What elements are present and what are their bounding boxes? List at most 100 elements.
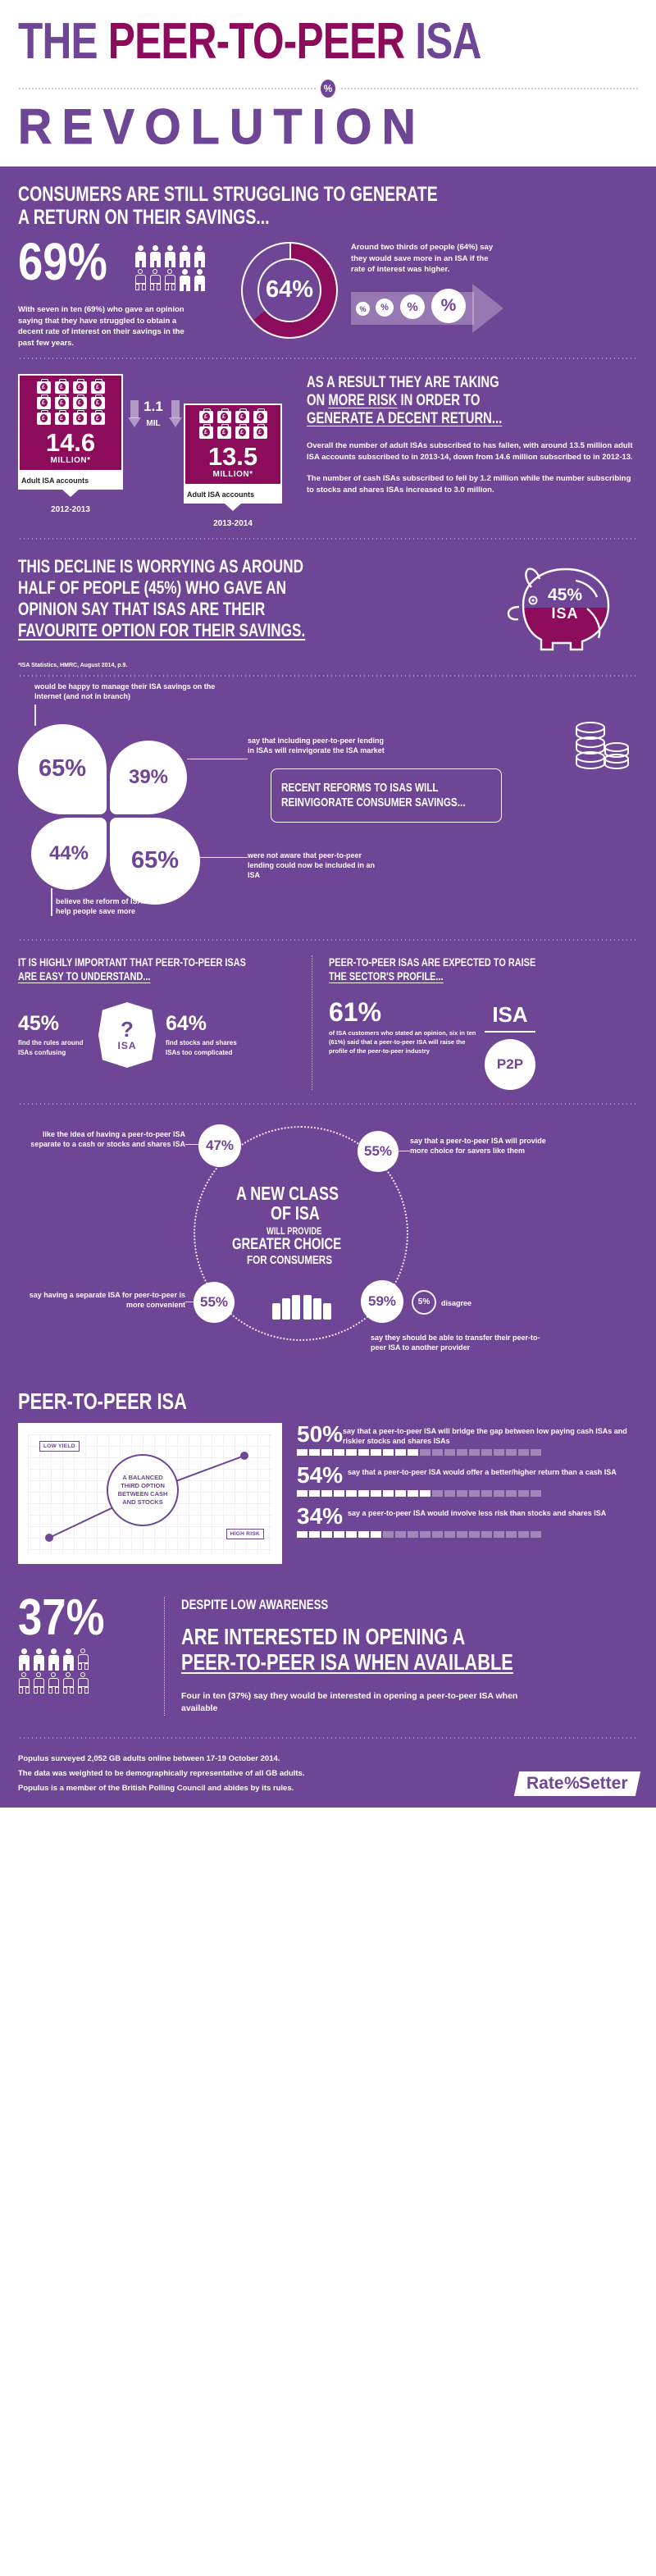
money-case-icon: £ bbox=[198, 408, 213, 423]
logo-text-rate: Rate bbox=[526, 1774, 564, 1794]
person-icon bbox=[194, 244, 205, 267]
p2p-badge: P2P bbox=[485, 1038, 535, 1090]
stat-row-54: 54% say that a peer-to-peer ISA would of… bbox=[297, 1462, 638, 1498]
acct-label-2012: Adult ISA accounts bbox=[18, 471, 123, 490]
center-line1: A NEW CLASS bbox=[235, 1182, 339, 1204]
footer-line-3: Populus is a member of the British Polli… bbox=[18, 1784, 294, 1794]
percent-circle-4: % bbox=[431, 289, 466, 324]
balanced-line1: A BALANCED bbox=[122, 1474, 163, 1482]
section5-divider bbox=[18, 1102, 638, 1105]
stat-34-caption: say a peer-to-peer ISA would involve les… bbox=[348, 1509, 607, 1518]
logo-text-setter: Setter bbox=[579, 1774, 628, 1794]
section8-heading-line1: ARE INTERESTED IN OPENING A bbox=[181, 1623, 466, 1649]
section2-heading-line1: AS A RESULT THEY ARE TAKING bbox=[307, 373, 499, 391]
section1-right: Around two thirds of people (64%) say th… bbox=[351, 240, 638, 334]
money-case-icon: £ bbox=[216, 408, 231, 423]
person-icon bbox=[179, 268, 190, 291]
acct-number-2012: 14.6 bbox=[45, 427, 96, 457]
bubble-55-convenient-caption: say having a separate ISA for peer-to-pe… bbox=[29, 1290, 185, 1310]
stat-64-caption: Around two thirds of people (64%) say th… bbox=[351, 242, 494, 275]
money-case-icon: £ bbox=[216, 423, 231, 439]
bubble-55-choice: 55% bbox=[358, 1130, 399, 1172]
bubble-55-choice-leader bbox=[399, 1150, 410, 1152]
money-case-icon: £ bbox=[36, 394, 51, 409]
stat-54-bar bbox=[297, 1490, 638, 1498]
bubble-55-convenient: 55% bbox=[194, 1281, 235, 1323]
arrow-head-icon bbox=[472, 284, 503, 334]
section1-left: 69% bbox=[18, 231, 223, 349]
balanced-option-diagram: LOW YIELD HIGH RISK A BALANCED THIRD OPT… bbox=[18, 1422, 282, 1564]
case-icons-2012: £ £ £ £ £ £ £ £ £ £ £ £ bbox=[30, 378, 112, 425]
piggy-label: ISA bbox=[551, 604, 579, 622]
section5-right-heading-l1: PEER-TO-PEER ISAS ARE EXPECTED TO RAISE bbox=[329, 955, 536, 969]
page-subtitle-text: REVOLUTION bbox=[18, 98, 426, 154]
person-icon-outline bbox=[77, 1648, 89, 1670]
down-arrow-icon-left bbox=[128, 399, 141, 428]
footer-divider bbox=[18, 1737, 638, 1739]
balanced-line2: THIRD OPTION bbox=[121, 1482, 165, 1490]
money-case-icon: £ bbox=[36, 409, 51, 425]
donut-chart-64: 64% bbox=[241, 241, 338, 339]
petal-caption-tl: would be happy to manage their ISA savin… bbox=[34, 682, 216, 701]
stat-64-caption: find stocks and shares ISAs too complica… bbox=[166, 1039, 237, 1056]
center-line5: FOR CONSUMERS bbox=[247, 1253, 333, 1268]
percent-circle-2: % bbox=[376, 299, 394, 317]
person-icon-outline bbox=[33, 1671, 44, 1694]
petal-caption-br: were not aware that peer-to-peer lending… bbox=[248, 850, 375, 880]
petal-caption-tr: say that including peer-to-peer lending … bbox=[248, 736, 385, 755]
people-pictogram-69 bbox=[134, 244, 205, 293]
footer-line-1: Populus surveyed 2,052 GB adults online … bbox=[18, 1754, 280, 1764]
money-case-icon: £ bbox=[90, 378, 105, 394]
person-icon bbox=[194, 268, 205, 291]
person-icon bbox=[134, 244, 146, 267]
tag-high-risk: HIGH RISK bbox=[226, 1528, 264, 1539]
coin-stack-icon bbox=[569, 714, 633, 776]
stat-row-50: 50% say that a peer-to-peer ISA will bri… bbox=[297, 1422, 638, 1457]
money-case-icon: £ bbox=[72, 378, 87, 394]
petal-caption-bl: believe the reform of ISAs will help peo… bbox=[56, 896, 162, 916]
decline-indicator: 1.1 MIL bbox=[123, 374, 184, 430]
footer: Populus surveyed 2,052 GB adults online … bbox=[18, 1752, 641, 1797]
percent-circle-1: % bbox=[356, 302, 370, 317]
acct-unit-2012: MILLION* bbox=[50, 455, 91, 465]
stat-37-value: 37% bbox=[18, 1589, 105, 1646]
person-icon bbox=[164, 244, 175, 267]
section-understanding-profile: IT IS HIGHLY IMPORTANT THAT PEER-TO-PEER… bbox=[0, 941, 656, 1103]
section3-heading-line4: FAVOURITE OPTION FOR THEIR SAVINGS. bbox=[18, 619, 306, 641]
bubble-5-disagree-caption: disagree bbox=[441, 1298, 472, 1307]
stat-50-caption: say that a peer-to-peer ISA will bridge … bbox=[343, 1426, 627, 1446]
section8-heading: ARE INTERESTED IN OPENING A PEER-TO-PEER… bbox=[181, 1623, 638, 1676]
person-icon-outline bbox=[62, 1671, 74, 1694]
growth-arrow: % % % % bbox=[351, 284, 638, 334]
donut-tick bbox=[289, 241, 291, 260]
ratesetter-logo[interactable]: Rate%Setter ™ bbox=[514, 1771, 641, 1797]
section2-paragraph-1: Overall the number of adult ISAs subscri… bbox=[307, 441, 633, 463]
stat-50-bar bbox=[297, 1449, 638, 1457]
center-line3: WILL PROVIDE bbox=[266, 1225, 322, 1238]
section2-heading-line2b: MORE RISK bbox=[328, 391, 398, 409]
stat-45-rules: 45% find the rules around ISAs confusing bbox=[18, 1012, 89, 1057]
stat-45-value: 45% bbox=[18, 1012, 60, 1036]
stat-54-value: 54% bbox=[297, 1462, 344, 1489]
stat-64-complicated: 64% find stocks and shares ISAs too comp… bbox=[166, 1012, 244, 1057]
bubble-55-convenient-leader bbox=[185, 1301, 194, 1303]
section1-divider bbox=[18, 357, 638, 359]
stat-34-bar bbox=[297, 1531, 638, 1539]
section8-right: DESPITE LOW AWARENESS ARE INTERESTED IN … bbox=[164, 1596, 638, 1717]
acct-year-2012: 2012-2013 bbox=[51, 504, 90, 514]
acct-group-2012: £ £ £ £ £ £ £ £ £ £ £ £ bbox=[18, 373, 123, 514]
acct-number-2013: 13.5 bbox=[207, 441, 258, 471]
handshake-icon bbox=[271, 1290, 333, 1325]
bubble-47-leader bbox=[185, 1143, 198, 1146]
bubble-59-caption: say they should be able to transfer thei… bbox=[371, 1333, 540, 1352]
person-icon-outline bbox=[77, 1671, 89, 1694]
section1-heading-line1: CONSUMERS ARE STILL STRUGGLING TO GENERA… bbox=[18, 182, 438, 206]
section7-stats: 50% say that a peer-to-peer ISA will bri… bbox=[297, 1422, 638, 1564]
person-icon bbox=[33, 1648, 44, 1671]
stat-69-value: 69% bbox=[18, 231, 107, 291]
question-mark-icon: ? bbox=[121, 1016, 134, 1042]
section-interest-37: 37% bbox=[0, 1580, 656, 1808]
section7-title: PEER-TO-PEER ISA bbox=[18, 1388, 187, 1414]
petal-leader-br bbox=[200, 856, 248, 859]
center-line2: OF ISA bbox=[270, 1202, 320, 1224]
